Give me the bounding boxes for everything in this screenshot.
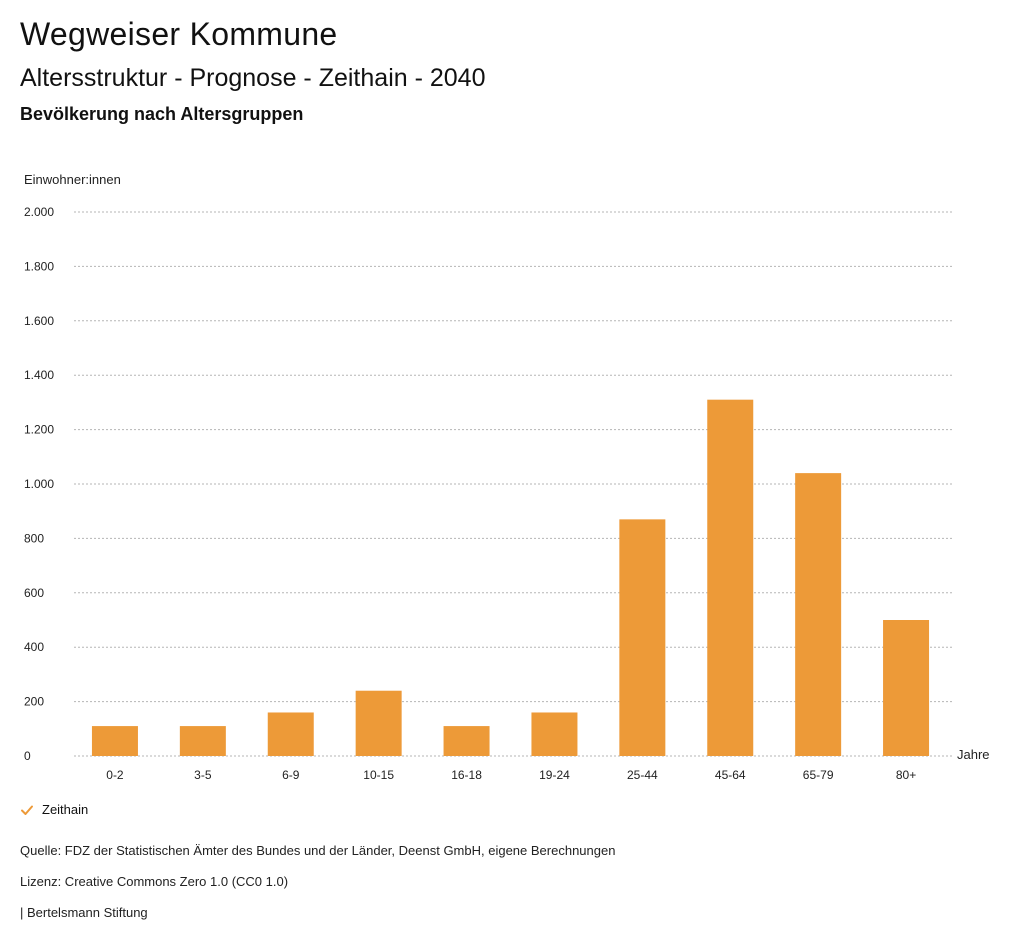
y-tick-label: 1.600 [24,314,54,328]
y-tick-label: 1.200 [24,423,54,437]
publisher-note: | Bertelsmann Stiftung [20,905,148,920]
x-tick-label: 80+ [896,768,916,782]
y-tick-label: 1.400 [24,368,54,382]
check-icon [21,805,33,815]
bar-10-15[interactable] [355,690,402,756]
bar-45-64[interactable] [707,399,754,756]
bar-0-2[interactable] [91,726,138,756]
bar-80+[interactable] [883,620,930,756]
bar-19-24[interactable] [531,712,578,756]
bar-16-18[interactable] [443,726,490,756]
bar-chart: Einwohner:innen Jahre 0 200 400 600 800 1.000… [24,172,990,782]
y-tick-label: 1.000 [24,477,54,491]
x-tick-label: 0-2 [106,768,124,782]
legend-label: Zeithain [42,802,89,817]
y-tick-label: 1.800 [24,259,54,273]
x-tick-label: 25-44 [627,768,658,782]
bar-6-9[interactable] [267,712,314,756]
x-tick-label: 6-9 [282,768,300,782]
x-tick-label: 16-18 [451,768,482,782]
bar-3-5[interactable] [179,726,226,756]
bar-65-79[interactable] [795,473,842,756]
y-tick-label: 200 [24,695,44,709]
bar-25-44[interactable] [619,519,666,756]
chart-caption: Bevölkerung nach Altersgruppen [20,104,304,124]
source-note: Quelle: FDZ der Statistischen Ämter des … [20,843,616,858]
y-tick-label: 2.000 [24,205,54,219]
page-title: Wegweiser Kommune [20,16,338,52]
legend-item-zeithain[interactable]: Zeithain [20,802,88,817]
y-tick-label: 600 [24,586,44,600]
y-axis-label: Einwohner:innen [24,172,121,187]
x-tick-label: 3-5 [194,768,212,782]
license-note: Lizenz: Creative Commons Zero 1.0 (CC0 1… [20,874,289,889]
y-tick-label: 0 [24,749,31,763]
y-tick-label: 400 [24,640,44,654]
x-axis-label: Jahre [957,747,990,762]
x-tick-label: 45-64 [715,768,746,782]
x-tick-label: 10-15 [363,768,394,782]
x-tick-label: 19-24 [539,768,570,782]
x-tick-label: 65-79 [803,768,834,782]
y-tick-label: 800 [24,531,44,545]
chart-subtitle: Altersstruktur - Prognose - Zeithain - 2… [20,64,486,92]
